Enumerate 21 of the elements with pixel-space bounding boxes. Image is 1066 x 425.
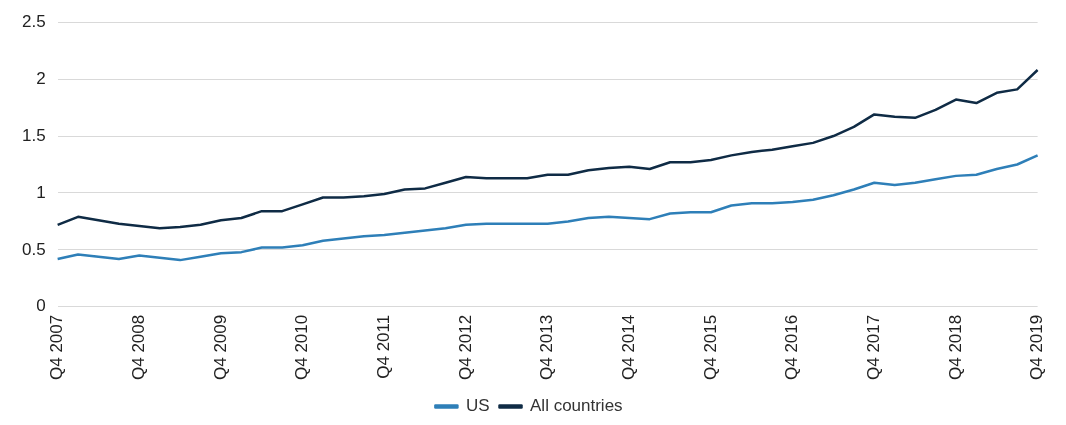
x-tick-label: Q4 2011 [373, 314, 393, 379]
x-tick-label: Q4 2015 [700, 314, 720, 381]
x-tick-label: Q4 2019 [1027, 314, 1047, 381]
y-tick-label: 0.5 [21, 239, 46, 259]
y-tick-label: 2 [36, 68, 46, 88]
x-tick-label: Q4 2018 [945, 314, 965, 381]
x-tick-label: Q4 2014 [618, 314, 638, 381]
y-tick-label: 1.5 [21, 125, 46, 145]
x-tick-label: Q4 2007 [47, 314, 67, 381]
x-tick-label: Q4 2009 [210, 314, 230, 381]
x-tick-label: Q4 2017 [863, 314, 883, 381]
y-tick-label: 2.5 [21, 11, 46, 31]
y-tick-label: 0 [36, 296, 46, 316]
x-tick-label: Q4 2012 [455, 314, 475, 381]
x-tick-label: Q4 2010 [292, 314, 312, 381]
x-tick-label: Q4 2016 [782, 314, 802, 381]
legend-label: US [465, 396, 490, 416]
y-tick-label: 1 [36, 182, 46, 202]
legend-label: All countries [530, 396, 623, 416]
x-tick-label: Q4 2013 [537, 314, 557, 381]
x-tick-label: Q4 2008 [128, 314, 148, 381]
